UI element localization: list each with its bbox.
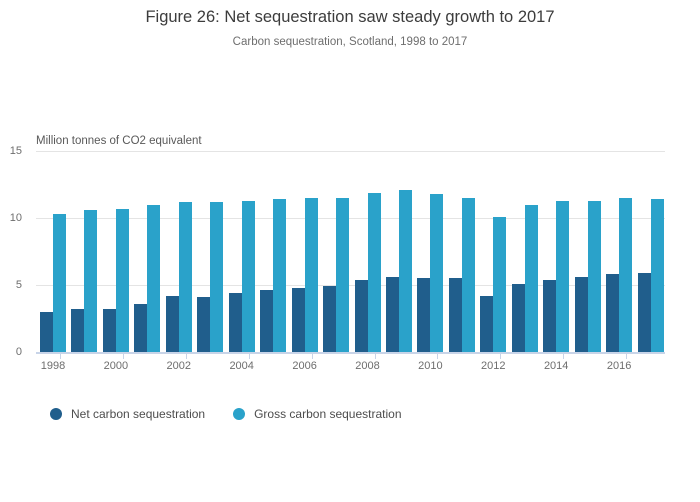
y-tick-label-0: 0 [15, 346, 22, 358]
bar-gross-2015[interactable] [587, 200, 601, 352]
bar-gross-2002[interactable] [178, 201, 192, 352]
bar-net-2011[interactable] [448, 278, 462, 352]
bar-net-1998[interactable] [40, 311, 53, 352]
bar-net-2017[interactable] [637, 272, 651, 352]
chart-title: Figure 26: Net sequestration saw steady … [145, 8, 555, 26]
bar-net-2006[interactable] [291, 287, 305, 352]
bar-gross-2013[interactable] [524, 204, 538, 352]
x-tick-label-2008: 2008 [355, 360, 380, 372]
x-tick-label-2004: 2004 [229, 360, 254, 372]
bar-net-2016[interactable] [606, 274, 620, 352]
x-tick-label-2012: 2012 [481, 360, 506, 372]
bar-net-2004[interactable] [228, 293, 242, 352]
bar-net-1999[interactable] [71, 309, 85, 352]
x-tick-2000 [122, 354, 124, 359]
bar-gross-2012[interactable] [493, 216, 507, 352]
x-tick-label-2002: 2002 [166, 360, 192, 372]
x-tick-2002 [185, 354, 187, 359]
bar-net-2003[interactable] [197, 297, 211, 352]
bar-gross-2007[interactable] [336, 197, 350, 352]
x-tick-label-2010: 2010 [418, 360, 443, 372]
bar-gross-2004[interactable] [241, 200, 255, 352]
bar-gross-2017[interactable] [650, 199, 664, 352]
bar-net-2005[interactable] [260, 290, 274, 352]
x-tick-2010 [437, 354, 439, 359]
legend-label: Gross carbon sequestration [254, 407, 402, 421]
gridline-y-5 [36, 285, 665, 286]
x-tick-label-2000: 2000 [103, 360, 129, 372]
x-tick-2012 [500, 354, 502, 359]
bar-gross-1998[interactable] [53, 213, 66, 352]
x-tick-label-2014: 2014 [543, 360, 569, 372]
bar-net-2002[interactable] [165, 295, 179, 352]
bar-gross-1999[interactable] [84, 209, 98, 352]
bar-net-2012[interactable] [480, 295, 494, 352]
legend: Net carbon sequestration Gross carbon seq… [50, 407, 402, 421]
legend-label: Net carbon sequestration [71, 407, 206, 421]
x-tick-2006 [311, 354, 313, 359]
bar-net-2009[interactable] [385, 276, 399, 352]
bar-gross-2011[interactable] [461, 197, 475, 352]
bar-net-2010[interactable] [417, 278, 431, 352]
bar-net-2008[interactable] [354, 279, 368, 352]
gridline-y-10 [36, 218, 665, 219]
x-tick-label-1998: 1998 [40, 360, 66, 372]
bar-net-2000[interactable] [102, 309, 116, 352]
gross-series-swatch-icon [233, 408, 246, 420]
gridline-y-15 [36, 151, 665, 152]
y-axis-unit-label: Million tonnes of CO2 equivalent [36, 135, 202, 147]
y-tick-label-15: 15 [9, 145, 22, 157]
x-tick-2014 [563, 354, 565, 359]
x-tick-2016 [626, 354, 628, 359]
bar-gross-2001[interactable] [147, 204, 161, 352]
bar-net-2014[interactable] [543, 279, 557, 352]
bar-gross-2016[interactable] [619, 197, 633, 352]
bar-net-2007[interactable] [323, 286, 337, 352]
legend-item-net[interactable]: Net carbon sequestration [50, 407, 205, 421]
x-tick-2004 [248, 354, 250, 359]
bar-gross-2009[interactable] [398, 189, 412, 352]
y-tick-label-10: 10 [9, 212, 22, 224]
y-tick-label-5: 5 [15, 279, 22, 291]
bar-gross-2005[interactable] [273, 199, 287, 352]
bar-net-2015[interactable] [574, 276, 588, 352]
net-series-swatch-icon [50, 408, 62, 420]
chart-subtitle: Carbon sequestration, Scotland, 1998 to … [232, 36, 468, 48]
bar-gross-2000[interactable] [115, 208, 129, 352]
x-tick-label-2016: 2016 [606, 360, 632, 372]
x-tick-1998 [60, 354, 61, 359]
bar-gross-2010[interactable] [430, 193, 444, 352]
x-axis-line [36, 352, 665, 354]
bar-net-2001[interactable] [134, 303, 148, 352]
bar-net-2013[interactable] [511, 283, 525, 352]
x-tick-2008 [374, 354, 376, 359]
x-tick-label-2006: 2006 [292, 360, 317, 372]
bar-gross-2006[interactable] [304, 197, 318, 352]
bar-gross-2003[interactable] [210, 201, 224, 352]
bar-gross-2014[interactable] [556, 200, 570, 352]
legend-item-gross[interactable]: Gross carbon sequestration [233, 407, 402, 421]
bar-gross-2008[interactable] [367, 192, 381, 352]
